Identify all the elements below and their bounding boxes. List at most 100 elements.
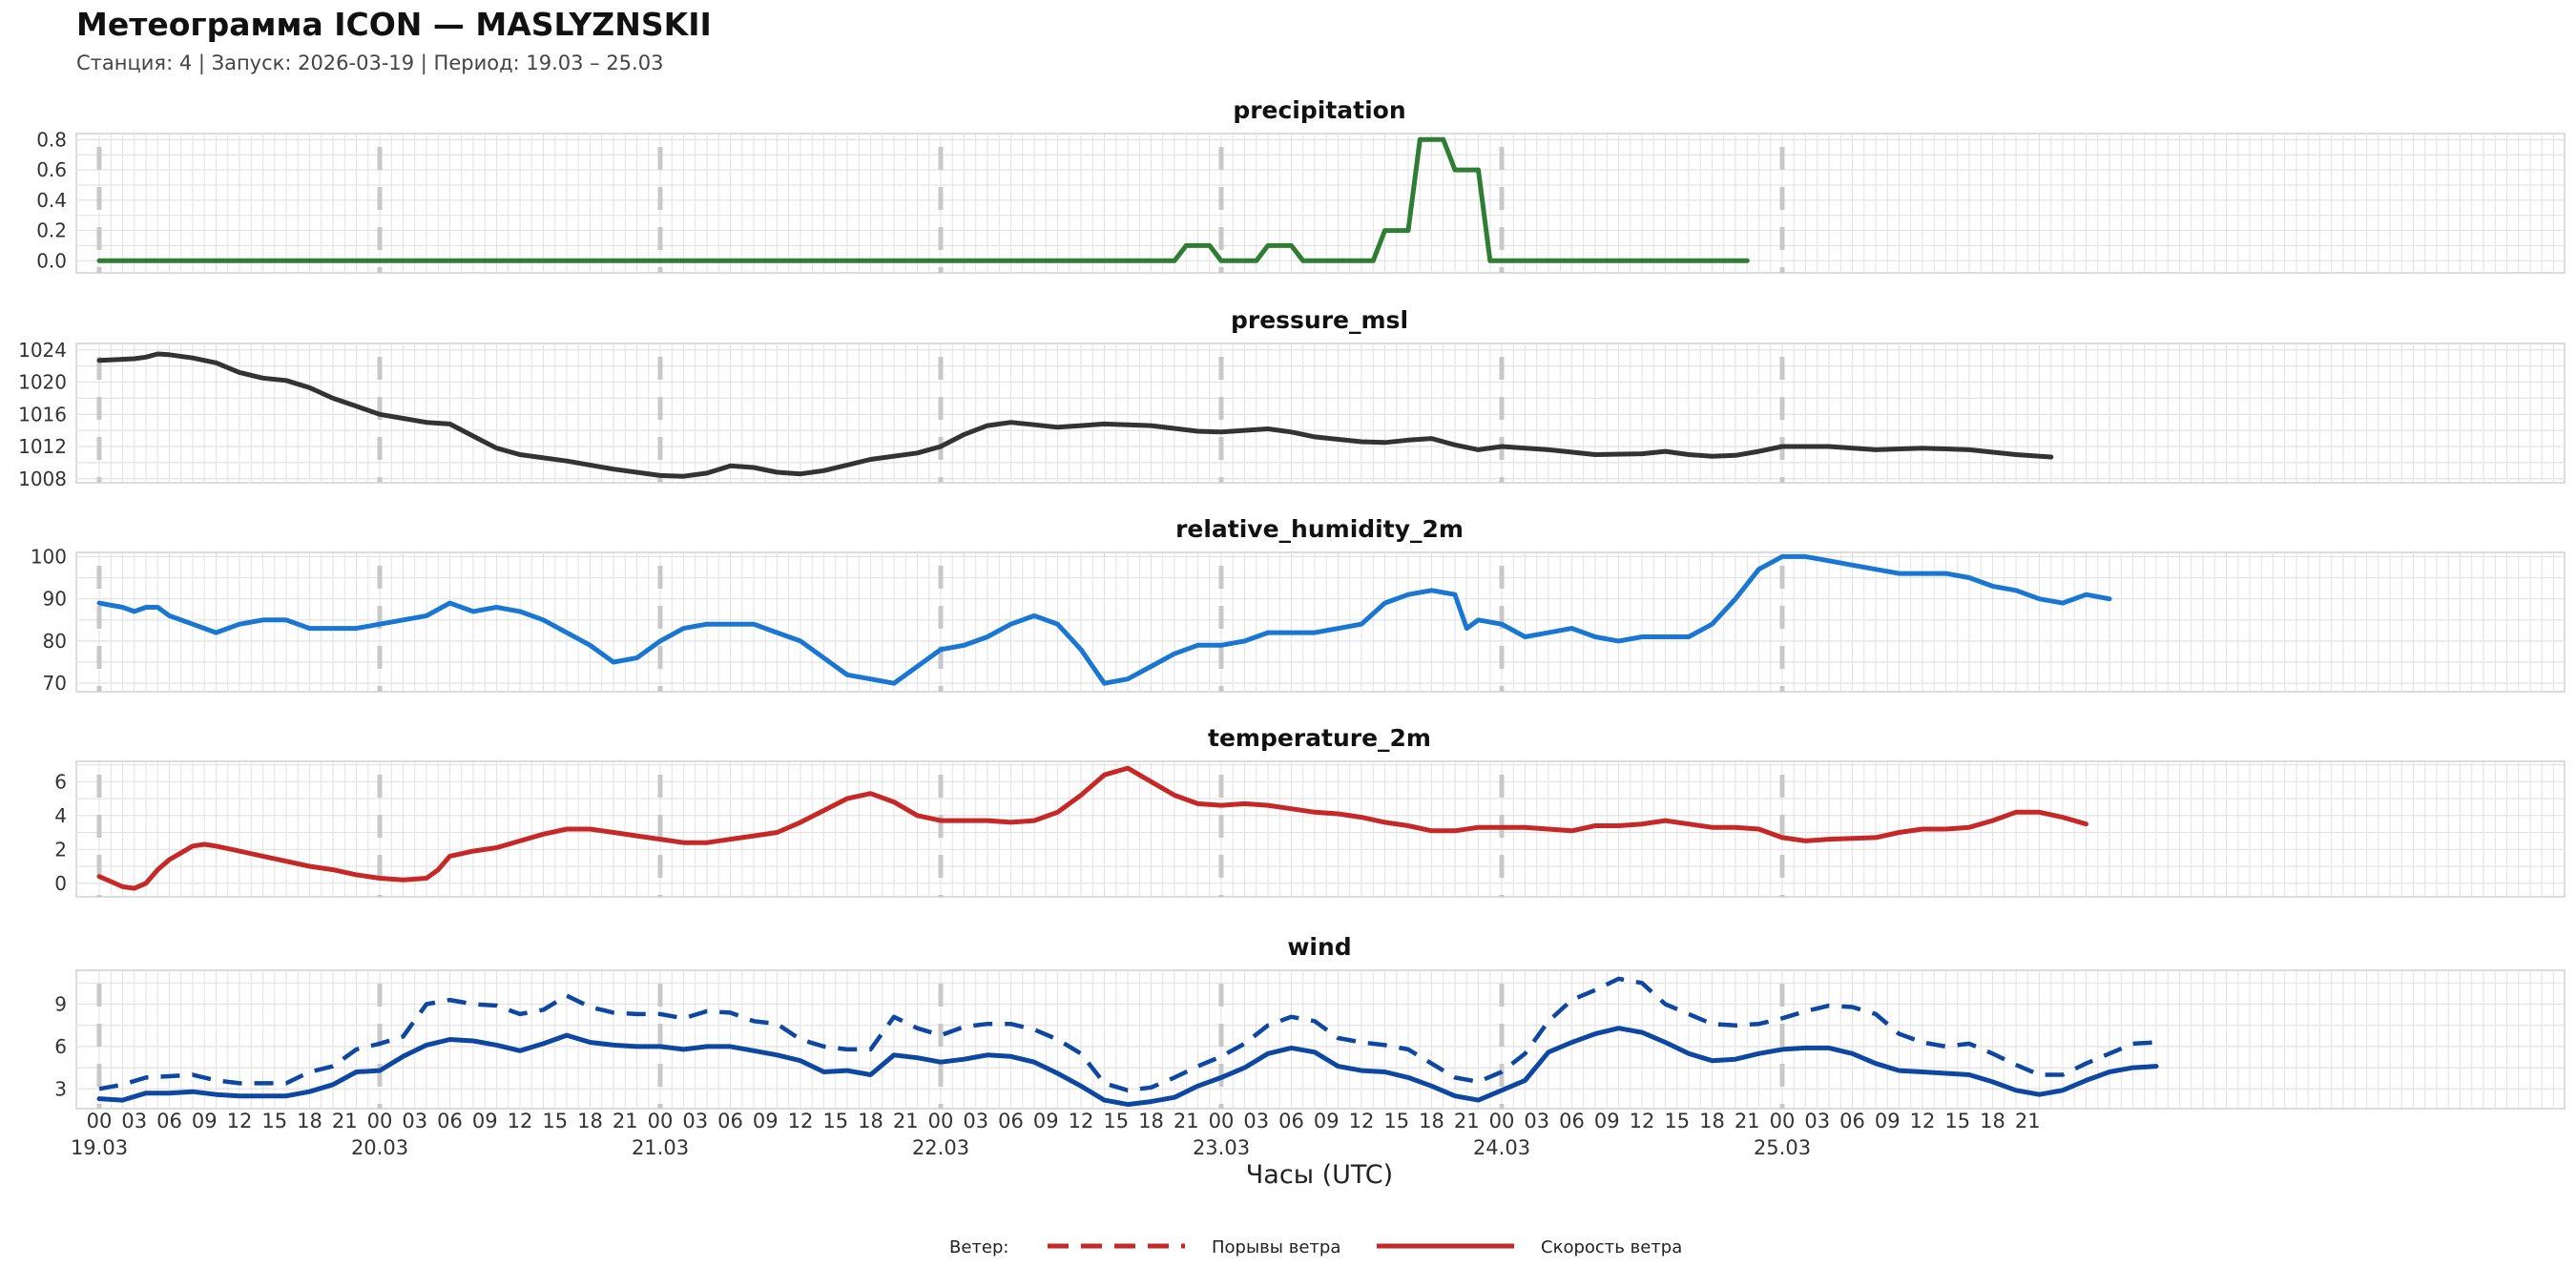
x-tick-label: 00 — [367, 1110, 393, 1132]
panel-frame — [75, 343, 2566, 484]
x-tick-label: 15 — [1944, 1110, 1970, 1132]
x-tick-label: 15 — [822, 1110, 848, 1132]
panel-pressure_msl: 1024 1020 1016 1012 1008 pressure_msl — [18, 306, 2566, 490]
x-tick-label: 18 — [1699, 1110, 1725, 1132]
x-day-label: 23.03 — [1193, 1136, 1250, 1159]
y-tick-label: 0.4 — [36, 189, 67, 212]
panel-frame — [75, 551, 2566, 693]
horizontal-grid — [76, 763, 2565, 884]
x-tick-label: 00 — [87, 1110, 113, 1132]
horizontal-grid — [76, 555, 2565, 684]
vertical-grid — [98, 134, 2554, 273]
x-tick-label: 12 — [1069, 1110, 1094, 1132]
x-tick-label: 00 — [648, 1110, 674, 1132]
x-tick-label: 18 — [297, 1110, 322, 1132]
x-tick-label: 12 — [1630, 1110, 1655, 1132]
x-tick-label: 06 — [437, 1110, 463, 1132]
x-day-label: 19.03 — [71, 1136, 128, 1159]
series-line-precipitation — [96, 136, 1750, 263]
series-group — [96, 976, 2159, 1108]
x-tick-label: 03 — [1804, 1110, 1830, 1132]
x-tick-label: 15 — [1664, 1110, 1690, 1132]
y-tick-label: 0 — [54, 872, 67, 895]
y-tick-label: 6 — [54, 1035, 67, 1058]
x-tick-label: 09 — [1875, 1110, 1901, 1132]
y-tick-label: 4 — [54, 804, 67, 827]
y-tick-label: 80 — [43, 630, 67, 653]
series-line-gusts — [98, 976, 2157, 1093]
y-tick-label: 100 — [31, 545, 67, 568]
series-group — [96, 136, 1750, 263]
chart-legend: Ветер: Порывы ветра Скорость ветра — [949, 1237, 1682, 1257]
x-tick-label: 00 — [928, 1110, 954, 1132]
x-tick-label: 03 — [1524, 1110, 1549, 1132]
x-tick-label: 09 — [1033, 1110, 1059, 1132]
y-tick-label: 90 — [43, 588, 67, 611]
y-tick-label: 0.2 — [36, 219, 67, 242]
y-tick-label: 9 — [54, 993, 67, 1016]
x-day-label: 24.03 — [1473, 1136, 1530, 1159]
x-axis-label: Часы (UTC) — [1246, 1160, 1393, 1190]
x-tick-label: 15 — [261, 1110, 287, 1132]
x-tick-label: 06 — [1559, 1110, 1585, 1132]
x-tick-label: 03 — [682, 1110, 708, 1132]
x-day-label: 22.03 — [912, 1136, 969, 1159]
x-tick-label: 21 — [1454, 1110, 1480, 1132]
x-tick-label: 09 — [192, 1110, 218, 1132]
y-tick-label: 0.0 — [36, 249, 67, 272]
x-tick-label: 18 — [1138, 1110, 1164, 1132]
panel-title: relative_humidity_2m — [1175, 515, 1464, 543]
x-tick-label: 21 — [613, 1110, 638, 1132]
x-tick-label: 15 — [1383, 1110, 1409, 1132]
x-tick-label: 15 — [542, 1110, 568, 1132]
x-tick-label: 09 — [753, 1110, 779, 1132]
series-group — [96, 553, 2112, 686]
legend-gusts-label: Порывы ветра — [1212, 1237, 1340, 1257]
x-tick-label: 06 — [156, 1110, 182, 1132]
y-tick-label: 2 — [54, 838, 67, 861]
day-markers — [96, 357, 1785, 483]
x-day-label: 21.03 — [632, 1136, 689, 1159]
series-line-speed — [96, 1026, 2159, 1108]
panel-relative_humidity_2m: 100 90 80 70 relative_humidity_2m — [31, 515, 2566, 695]
x-tick-label: 18 — [577, 1110, 603, 1132]
x-tick-label: 21 — [1174, 1110, 1199, 1132]
panel-temperature_2m: 6 4 2 0 temperature_2m — [54, 724, 2566, 898]
series-group — [96, 765, 2088, 891]
day-markers — [96, 566, 1785, 692]
x-tick-label: 18 — [1980, 1110, 2005, 1132]
y-tick-label: 0.6 — [36, 158, 67, 181]
panel-frame — [75, 969, 2566, 1110]
y-tick-label: 70 — [43, 672, 67, 695]
x-tick-label: 03 — [121, 1110, 147, 1132]
x-tick-label: 06 — [1278, 1110, 1304, 1132]
x-tick-label: 12 — [227, 1110, 253, 1132]
x-day-label: 20.03 — [351, 1136, 408, 1159]
x-tick-label: 09 — [1594, 1110, 1620, 1132]
x-tick-label: 21 — [332, 1110, 358, 1132]
panel-wind: 9 6 3 wind — [54, 933, 2566, 1110]
panel-precipitation: 0.8 0.6 0.4 0.2 0.0 precipitation — [36, 96, 2566, 274]
series-line-temperature_2m — [96, 765, 2088, 891]
x-tick-label: 00 — [1209, 1110, 1235, 1132]
x-tick-label: 12 — [788, 1110, 814, 1132]
x-tick-label: 21 — [2015, 1110, 2041, 1132]
y-tick-label: 1016 — [18, 403, 67, 426]
y-tick-label: 1024 — [18, 339, 67, 362]
panel-frame — [75, 133, 2566, 274]
y-tick-label: 1012 — [18, 435, 67, 458]
x-tick-label: 18 — [858, 1110, 883, 1132]
y-tick-label: 6 — [54, 770, 67, 793]
day-markers — [96, 147, 1785, 273]
series-group — [96, 351, 2054, 479]
y-tick-label: 1008 — [18, 467, 67, 490]
series-line-relative_humidity_2m — [96, 553, 2112, 686]
chart-title: Метеограмма ICON — MASLYZNSKII — [76, 6, 712, 43]
chart-subtitle: Станция: 4 | Запуск: 2026-03-19 | Период… — [76, 52, 664, 74]
x-tick-label: 00 — [1489, 1110, 1515, 1132]
x-day-label: 25.03 — [1754, 1136, 1811, 1159]
vertical-grid — [98, 761, 2554, 897]
chart-panels: 0.8 0.6 0.4 0.2 0.0 precipitation 1024 1020 1016… — [18, 96, 2566, 1110]
x-tick-label: 12 — [1910, 1110, 1936, 1132]
